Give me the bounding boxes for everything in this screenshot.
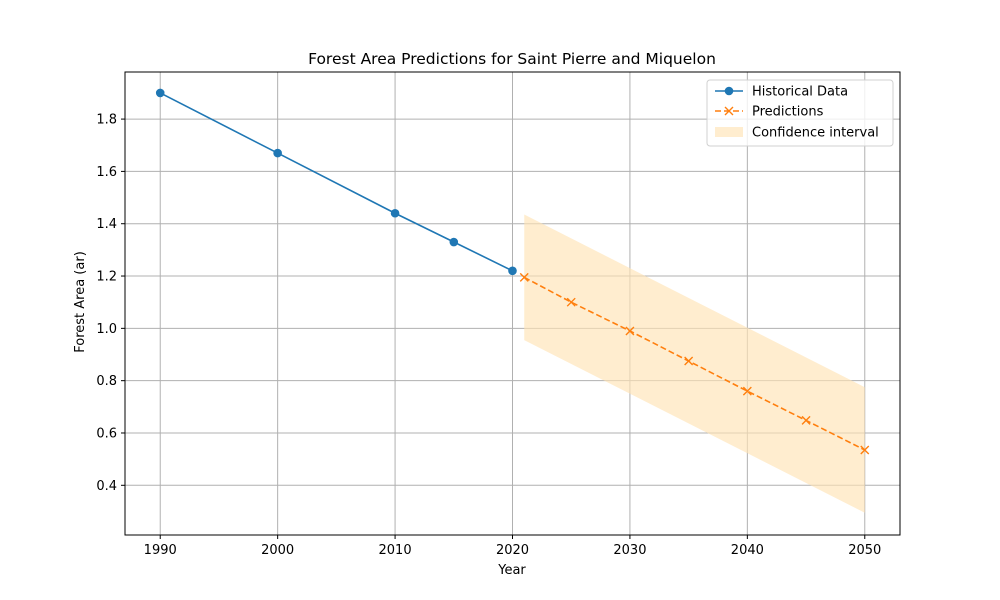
data-point [519,272,529,282]
data-point [684,356,694,366]
legend-box [706,79,894,147]
legend-predictions-label: Predictions [752,105,824,120]
x-tick-label: 1990 [144,543,177,558]
data-point [742,386,752,396]
y-tick-label: 1.2 [96,270,117,285]
legend-confidence-label: Confidence interval [752,126,879,141]
y-axis-ticks: 0.4 0.6 0.8 1.0 1.2 1.4 1.6 1.8 [96,113,125,494]
x-tick-label: 2020 [496,543,529,558]
x-tick-label: 2030 [613,543,646,558]
series-predictions [519,272,870,455]
x-axis-label: Year [497,563,526,578]
legend: Historical Data Predictions Confidence int… [706,79,894,147]
y-tick-label: 1.4 [96,217,117,232]
series-historical-data [155,88,517,276]
series-line [159,92,513,272]
y-tick-label: 0.6 [96,426,117,441]
x-tick-label: 2000 [261,543,294,558]
data-point [566,297,576,307]
data-point [449,237,459,247]
y-tick-label: 1.0 [96,322,117,337]
data-point [273,148,282,158]
legend-confidence-swatch [715,127,743,137]
legend-historical-marker [724,86,734,96]
legend-predictions-marker [724,106,734,116]
data-point [508,266,517,276]
data-point [625,326,635,336]
x-tick-label: 2010 [379,543,412,558]
y-tick-label: 1.6 [96,165,117,180]
data-point [155,88,165,98]
legend-historical-label: Historical Data [752,85,848,100]
y-axis-label: Forest Area (ar) [73,251,88,353]
y-tick-label: 0.8 [96,374,117,389]
data-point [390,208,400,218]
x-tick-label: 2040 [731,543,764,558]
y-tick-label: 0.4 [96,479,117,494]
data-point [860,445,870,455]
y-tick-label: 1.8 [96,113,117,128]
chart-title: Forest Area Predictions for Saint Pierre… [308,50,716,68]
data-point [801,415,811,425]
series-layer [155,88,870,455]
x-axis-ticks: 1990 2000 2010 2020 2030 2040 2050 [144,535,881,558]
x-tick-label: 2050 [848,543,881,558]
